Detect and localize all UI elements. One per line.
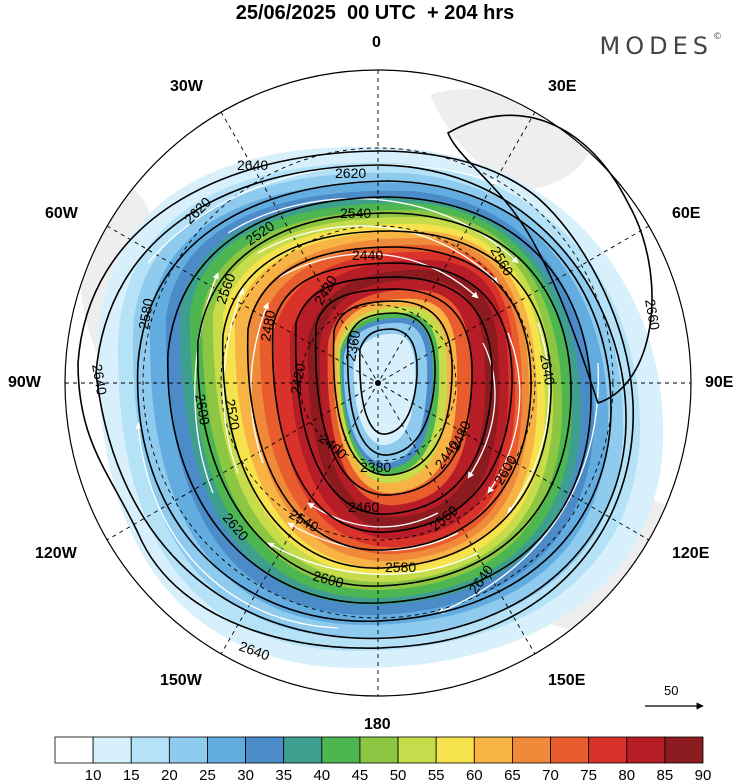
colorbar-swatch xyxy=(550,736,590,764)
colorbar-tick-label: 35 xyxy=(275,767,293,784)
lon-label-120e: 120E xyxy=(672,545,710,562)
colorbar-tick-label: 85 xyxy=(656,767,674,784)
lon-label-30e: 30E xyxy=(548,78,577,95)
contour-label: 2360 xyxy=(342,329,363,363)
contour-label: 2540 xyxy=(340,205,371,221)
contour-label: 2460 xyxy=(348,499,379,515)
contour-label: 2580 xyxy=(385,559,416,575)
colorbar-swatch xyxy=(512,736,551,764)
colorbar-swatch xyxy=(54,736,94,764)
contour-label: 2660 xyxy=(642,298,663,332)
colorbar-swatch xyxy=(664,736,704,764)
contour-label: 2480 xyxy=(257,309,278,343)
reference-vector-label: 50 xyxy=(664,683,679,698)
colorbar-tick-label: 10 xyxy=(84,767,102,784)
lon-label-0: 0 xyxy=(372,34,381,51)
colorbar-swatch xyxy=(245,736,285,764)
lon-label-90e: 90E xyxy=(705,374,734,391)
lon-label-120w: 120W xyxy=(35,545,77,562)
contour-label: 2620 xyxy=(335,165,366,181)
colorbar-swatch xyxy=(207,736,246,764)
contour-label: 2420 xyxy=(287,362,308,396)
colorbar-swatch xyxy=(435,736,475,764)
colorbar-tick-label: 90 xyxy=(694,767,712,784)
lon-label-30w: 30W xyxy=(170,78,203,95)
colorbar-tick-label: 30 xyxy=(237,767,254,784)
colorbar-swatch xyxy=(473,736,513,764)
colorbar-swatch xyxy=(588,736,628,764)
brand-logo: MODES© xyxy=(599,32,722,60)
colorbar-tick-label: 50 xyxy=(389,767,407,784)
colorbar-swatch xyxy=(92,736,132,764)
chart-title: 25/06/2025 00 UTC + 204 hrs xyxy=(235,2,515,24)
contour-label: 2640 xyxy=(237,157,268,173)
colorbar-tick-label: 80 xyxy=(618,767,636,784)
colorbar-swatch xyxy=(321,736,361,764)
contour-label: 2640 xyxy=(89,363,110,397)
colorbar-tick-label: 75 xyxy=(580,767,597,784)
colorbar-tick-label: 55 xyxy=(427,767,445,784)
contour-label: 2600 xyxy=(311,567,345,591)
colorbar-tick-label: 40 xyxy=(313,767,331,784)
lon-label-60e: 60E xyxy=(672,205,701,222)
geopotential-contours xyxy=(77,114,653,649)
contour-label: 2380 xyxy=(360,459,391,475)
colorbar-swatch xyxy=(283,736,323,764)
colorbar xyxy=(54,736,704,764)
colorbar-swatch xyxy=(359,736,399,764)
colorbar-tick-label: 60 xyxy=(465,767,483,784)
lon-label-150e: 150E xyxy=(548,672,586,689)
colorbar-swatch xyxy=(626,736,666,764)
lon-label-180: 180 xyxy=(364,716,391,733)
lon-label-150w: 150W xyxy=(160,672,202,689)
colorbar-tick-label: 15 xyxy=(122,767,140,784)
colorbar-tick-label: 65 xyxy=(504,767,521,784)
contour-label: 2640 xyxy=(537,353,558,387)
wind-speed-bands xyxy=(98,146,664,668)
colorbar-swatch xyxy=(130,736,170,764)
colorbar-tick-label: 20 xyxy=(161,767,178,784)
colorbar-tick-label: 45 xyxy=(351,767,369,784)
colorbar-swatch xyxy=(397,736,437,764)
south-pole-marker xyxy=(375,380,381,386)
contour-label: 2580 xyxy=(135,297,156,331)
contour-label: 2520 xyxy=(222,398,243,432)
lon-label-90w: 90W xyxy=(8,374,41,391)
contour-label: 2440 xyxy=(352,247,383,263)
lon-label-60w: 60W xyxy=(45,205,78,222)
map-boundary xyxy=(64,69,692,697)
shaded-wind-speed xyxy=(65,70,691,696)
colorbar-tick-label: 25 xyxy=(199,767,216,784)
colorbar-swatch xyxy=(168,736,208,764)
contour-label: 2600 xyxy=(192,393,213,427)
colorbar-tick-label: 70 xyxy=(542,767,559,784)
